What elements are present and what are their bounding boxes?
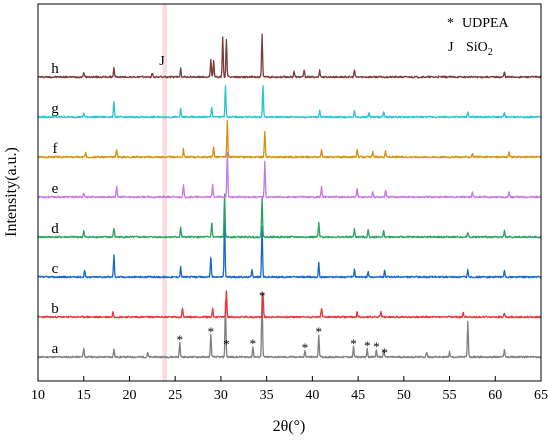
series-label-g: g [51, 101, 59, 117]
x-tick-label: 30 [214, 388, 228, 403]
plot-frame [37, 3, 542, 382]
udpea-peak-marker: * [177, 332, 184, 347]
x-tick-label: 15 [77, 388, 91, 403]
x-tick-label: 65 [534, 388, 548, 403]
highlight-band [162, 4, 167, 381]
udpea-peak-marker: * [316, 324, 323, 339]
udpea-peak-marker: * [208, 324, 215, 339]
x-axis-title: 2θ(°) [273, 418, 306, 435]
series-label-b: b [51, 301, 59, 317]
x-tick-label: 60 [488, 388, 502, 403]
series-label-c: c [52, 261, 59, 277]
legend: * UDPEA J SiO2 [447, 16, 510, 58]
udpea-peak-marker: * [364, 338, 371, 353]
x-tick-layer: 10 15 20 25 30 35 40 45 50 55 60 65 [31, 376, 548, 403]
x-tick-label: 35 [260, 388, 274, 403]
series-label-d: d [51, 221, 59, 237]
x-tick-label: 20 [122, 388, 136, 403]
udpea-peak-marker: * [302, 340, 309, 355]
x-tick-label: 10 [31, 388, 45, 403]
udpea-peak-marker: * [259, 288, 266, 303]
series-trace-b [37, 290, 542, 319]
udpea-peak-marker: * [250, 336, 257, 351]
x-tick-label: 45 [351, 388, 365, 403]
x-tick-label: 50 [397, 388, 411, 403]
legend-udpea-label: UDPEA [462, 16, 510, 31]
legend-sio2-label: SiO2 [466, 40, 493, 58]
udpea-peak-marker: * [350, 336, 357, 351]
series-trace-d [37, 193, 542, 239]
series-label-layer: a b c d e f g h [51, 61, 59, 357]
series-trace-e [37, 151, 542, 199]
legend-sio2-symbol: J [448, 40, 454, 55]
x-tick-label: 25 [168, 388, 182, 403]
series-label-a: a [52, 341, 59, 357]
legend-sio2-subscript: 2 [488, 47, 493, 58]
sio2-peak-marker: J [159, 54, 165, 69]
series-trace-f [37, 120, 542, 159]
udpea-peak-marker: * [223, 337, 230, 352]
marker-layer: *** ***** * * *J [159, 54, 388, 360]
series-trace-g [37, 85, 542, 119]
x-tick-label: 40 [305, 388, 319, 403]
legend-udpea-symbol: * [447, 16, 454, 31]
series-label-e: e [52, 181, 59, 197]
series-trace-a [37, 293, 542, 359]
udpea-peak-marker: * [381, 345, 388, 360]
legend-sio2-label-main: SiO [466, 40, 488, 55]
highlight-band-layer [162, 4, 167, 381]
y-axis-title: Intensity(a.u.) [3, 147, 20, 237]
series-label-f: f [53, 141, 58, 157]
udpea-peak-marker: * [373, 339, 380, 354]
series-trace-h [37, 33, 542, 79]
series-label-h: h [51, 61, 59, 77]
series-trace-c [37, 216, 542, 279]
x-tick-label: 55 [443, 388, 457, 403]
series-layer [37, 33, 542, 359]
